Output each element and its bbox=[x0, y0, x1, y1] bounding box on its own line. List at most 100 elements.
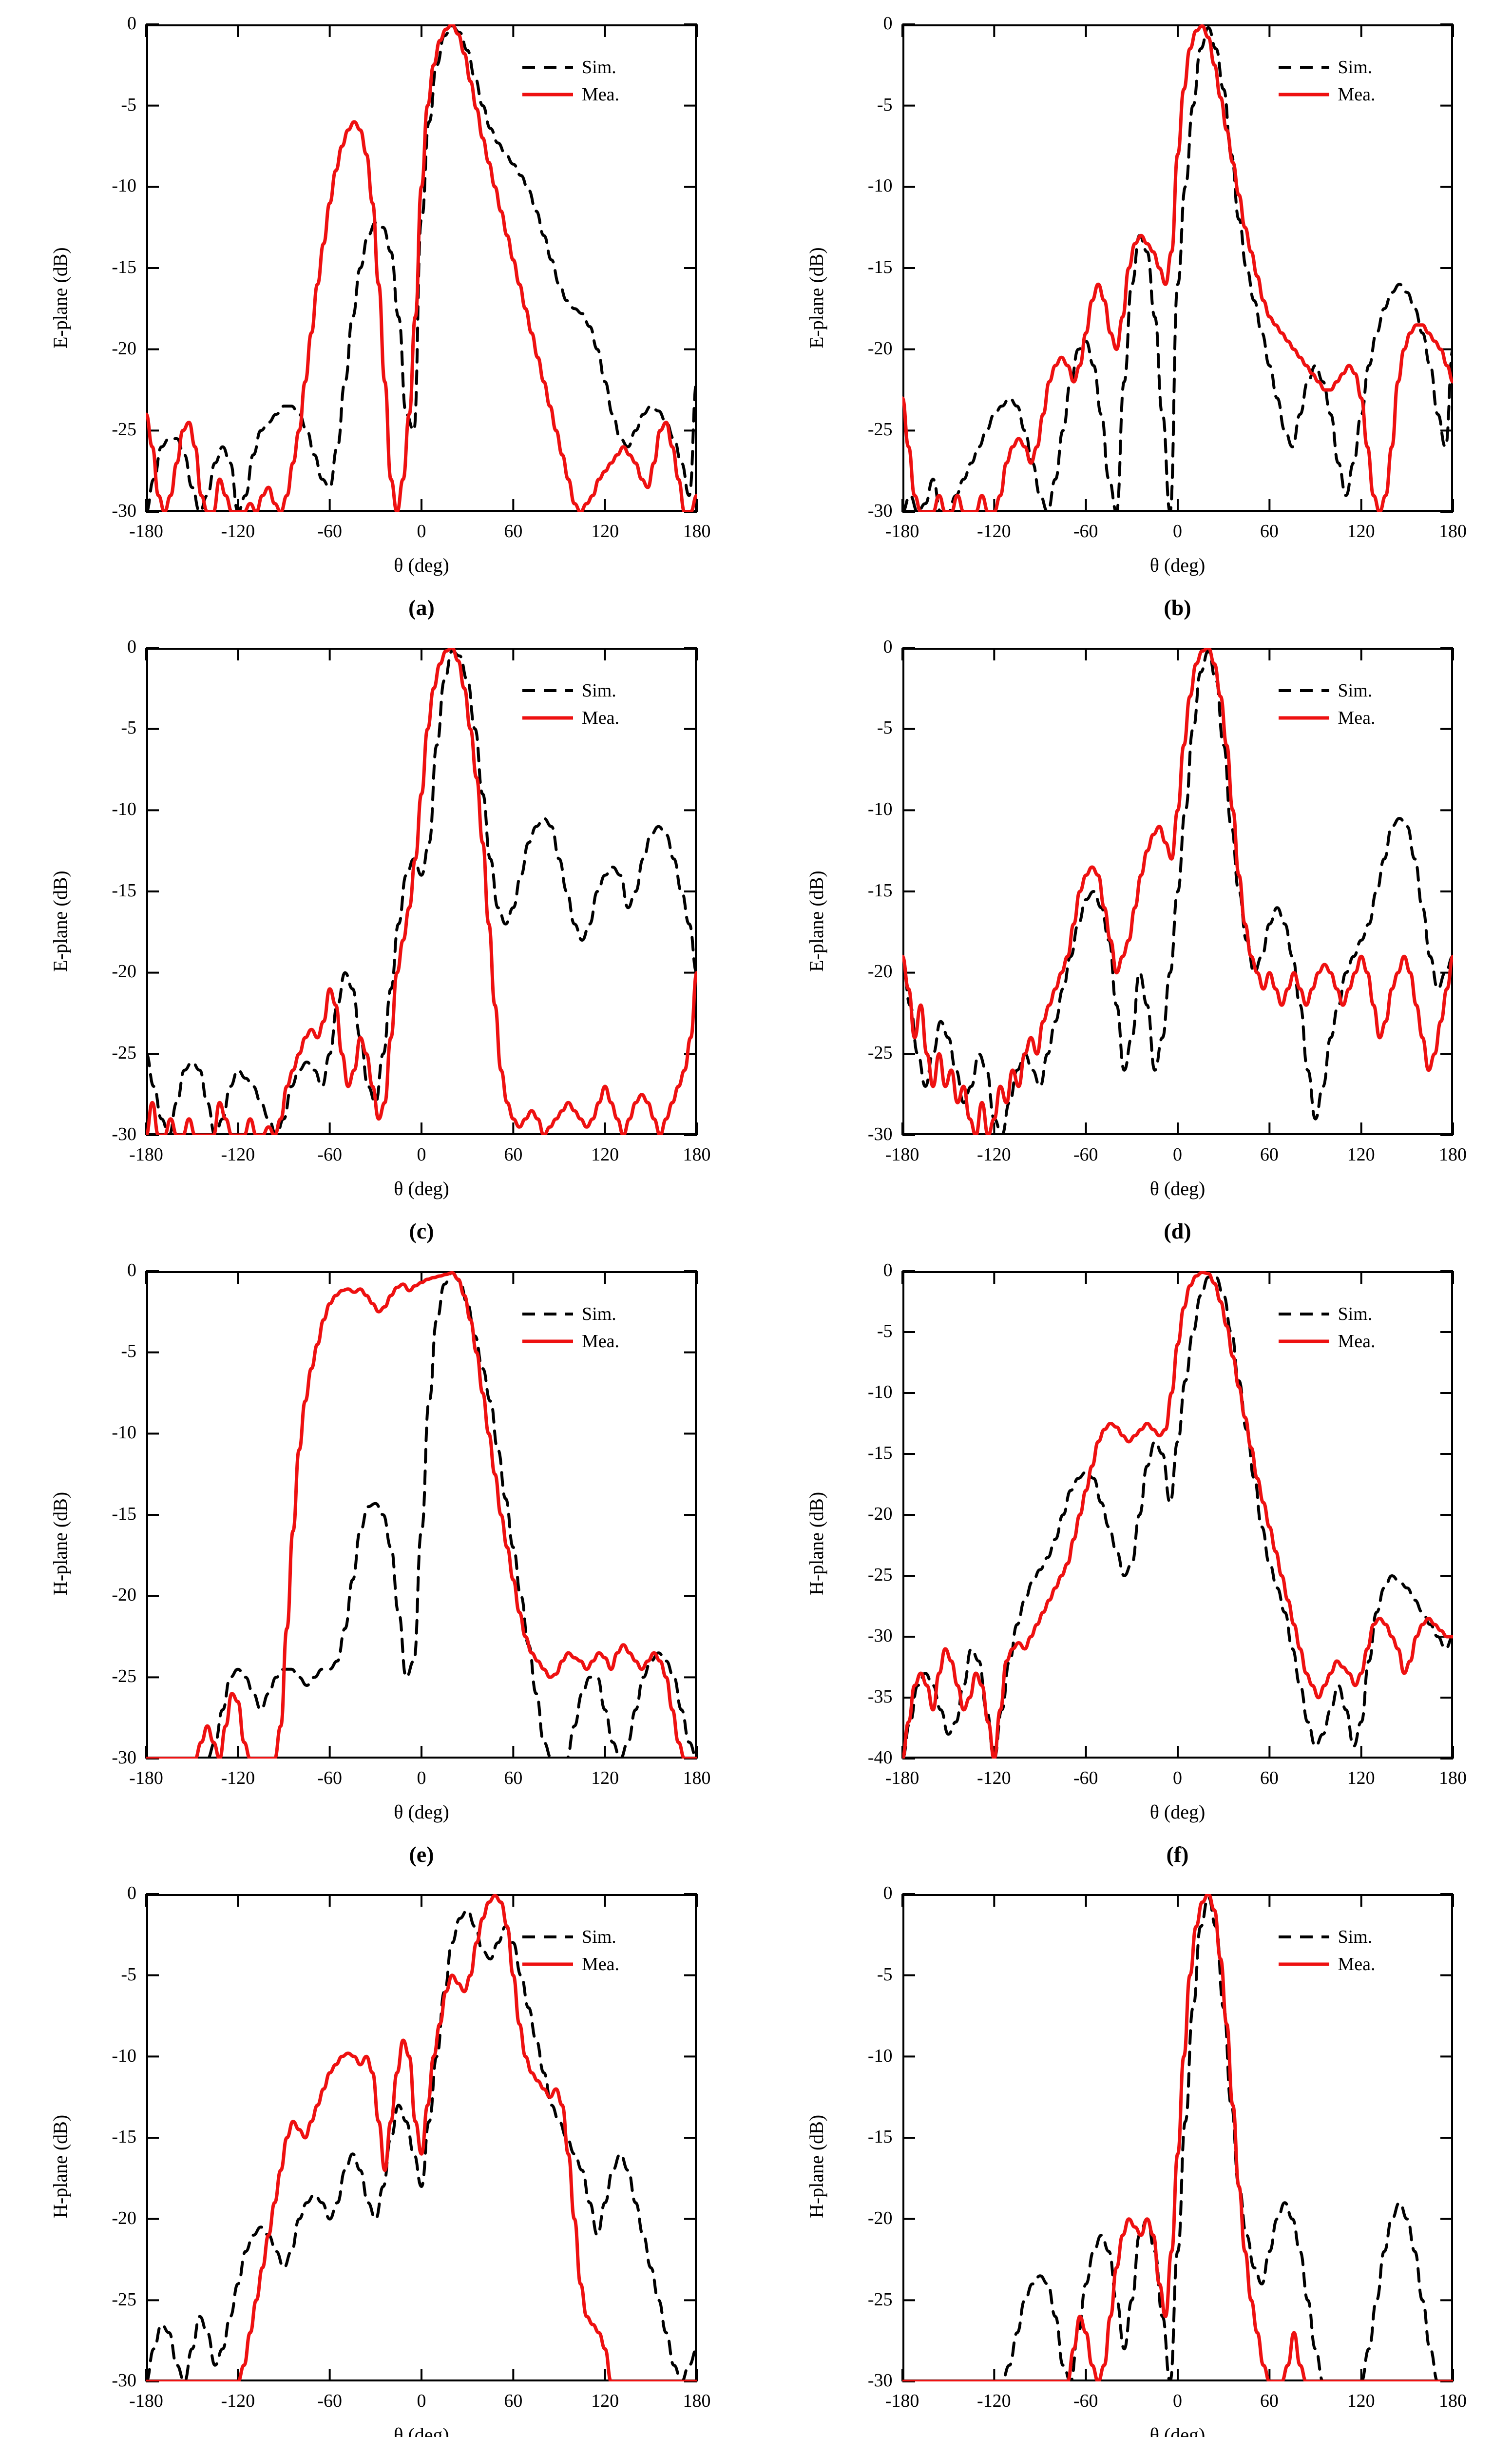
legend-label-sim: Sim. bbox=[1338, 680, 1373, 701]
panel-caption: (f) bbox=[1166, 1841, 1189, 1867]
x-tick-label: 180 bbox=[1439, 1144, 1467, 1165]
x-tick-label: -180 bbox=[885, 521, 919, 542]
mea-curve bbox=[146, 647, 697, 1135]
legend-item-sim: Sim. bbox=[1278, 54, 1376, 81]
legend-label-mea: Mea. bbox=[582, 707, 620, 728]
x-tick-label: 180 bbox=[683, 521, 711, 542]
y-axis-label: H-plane (dB) bbox=[805, 1491, 827, 1595]
y-tick-label: 0 bbox=[127, 1883, 136, 1904]
x-tick-label: -120 bbox=[977, 521, 1011, 542]
y-tick-label: -10 bbox=[867, 175, 893, 196]
x-tick-label: -180 bbox=[129, 1767, 163, 1788]
y-tick-label: -25 bbox=[112, 419, 136, 440]
legend-label-mea: Mea. bbox=[1338, 1331, 1376, 1352]
chart-panel-b: 0 -5 -10 -15 -20 -25 -30 -180 -120 -60 0 60 120 180 θ … bbox=[756, 0, 1512, 623]
x-tick-label: 180 bbox=[1439, 1767, 1467, 1788]
x-tick-label: 60 bbox=[1260, 521, 1279, 542]
panel-caption: (a) bbox=[408, 595, 435, 620]
panel-caption: (e) bbox=[409, 1841, 434, 1867]
mea-curve bbox=[902, 1894, 1453, 2382]
y-tick-label: -30 bbox=[867, 1625, 893, 1646]
x-tick-label: -120 bbox=[977, 1767, 1011, 1788]
x-tick-label: 120 bbox=[1347, 1144, 1375, 1165]
panel-cell: 0 -5 -10 -15 -20 -25 -30 -180 -120 -60 0 60 120 180 θ … bbox=[756, 623, 1512, 1247]
chart-panel-a: 0 -5 -10 -15 -20 -25 -30 -180 -120 -60 0 60 120 180 θ … bbox=[0, 0, 756, 623]
y-tick-label: 0 bbox=[127, 636, 136, 657]
plot-frame bbox=[146, 24, 697, 512]
legend-item-mea: Mea. bbox=[1278, 1328, 1376, 1355]
y-tick-label: -30 bbox=[867, 2370, 893, 2391]
y-tick-label: 0 bbox=[883, 636, 893, 657]
y-tick-label: -10 bbox=[112, 1422, 136, 1443]
y-tick-label: -10 bbox=[112, 175, 136, 196]
y-tick-label: -35 bbox=[867, 1686, 893, 1707]
x-axis-label: θ (deg) bbox=[394, 1800, 449, 1823]
y-tick-label: -15 bbox=[867, 880, 893, 901]
plot-frame bbox=[146, 1271, 697, 1759]
legend-item-mea: Mea. bbox=[521, 1328, 619, 1355]
x-tick-label: -180 bbox=[885, 2391, 919, 2412]
legend-label-mea: Mea. bbox=[1338, 707, 1376, 728]
x-tick-label: -180 bbox=[129, 521, 163, 542]
y-tick-label: -5 bbox=[121, 717, 136, 738]
legend-item-sim: Sim. bbox=[521, 677, 619, 704]
y-tick-label: -15 bbox=[112, 1503, 136, 1524]
y-axis-label: H-plane (dB) bbox=[49, 2115, 71, 2219]
x-tick-label: 120 bbox=[591, 2391, 619, 2412]
mea-curve bbox=[146, 24, 697, 512]
y-tick-label: 0 bbox=[127, 1259, 136, 1280]
chart-panel-f: 0 -5 -10 -15 -20 -25 -30 -35 -40 -180 -120 -60 0 60 12… bbox=[756, 1247, 1512, 1870]
chart-panel-c: 0 -5 -10 -15 -20 -25 -30 -180 -120 -60 0 60 120 180 θ … bbox=[0, 623, 756, 1247]
y-tick-label: -5 bbox=[877, 1320, 893, 1341]
plot-frame bbox=[902, 1894, 1453, 2382]
y-axis-label: E-plane (dB) bbox=[805, 247, 827, 348]
x-tick-label: 0 bbox=[417, 1767, 426, 1788]
x-tick-label: -120 bbox=[221, 2391, 255, 2412]
x-tick-label: -180 bbox=[129, 2391, 163, 2412]
sim-curve bbox=[146, 1909, 697, 2382]
y-tick-label: -30 bbox=[112, 2370, 136, 2391]
y-tick-label: -30 bbox=[112, 1747, 136, 1768]
x-tick-label: -120 bbox=[221, 1767, 255, 1788]
y-tick-label: -25 bbox=[112, 1665, 136, 1686]
y-tick-label: -40 bbox=[867, 1747, 893, 1768]
y-tick-label: -25 bbox=[867, 419, 893, 440]
legend-item-sim: Sim. bbox=[521, 1300, 619, 1328]
x-tick-label: 0 bbox=[1173, 521, 1182, 542]
y-tick-label: -5 bbox=[121, 94, 136, 115]
y-tick-label: -20 bbox=[867, 1503, 893, 1524]
panel-cell: 0 -5 -10 -15 -20 -25 -30 -180 -120 -60 0 60 120 180 θ … bbox=[756, 0, 1512, 623]
y-tick-label: -10 bbox=[867, 1381, 893, 1402]
x-tick-label: 60 bbox=[504, 521, 523, 542]
legend: Sim. Mea. bbox=[521, 54, 619, 108]
x-tick-label: -180 bbox=[129, 1144, 163, 1165]
y-tick-label: -5 bbox=[877, 717, 893, 738]
y-tick-label: -20 bbox=[112, 1585, 136, 1605]
x-tick-label: 120 bbox=[1347, 1767, 1375, 1788]
legend: Sim. Mea. bbox=[1278, 1300, 1376, 1355]
x-tick-label: -120 bbox=[977, 2391, 1011, 2412]
sim-curve bbox=[146, 649, 697, 1135]
y-axis-label: E-plane (dB) bbox=[49, 247, 71, 348]
legend-item-mea: Mea. bbox=[1278, 1951, 1376, 1978]
sim-curve bbox=[902, 649, 1453, 1135]
y-tick-label: -30 bbox=[112, 1123, 136, 1144]
x-tick-label: 180 bbox=[1439, 521, 1467, 542]
x-tick-label: -120 bbox=[221, 521, 255, 542]
y-tick-label: -20 bbox=[112, 961, 136, 982]
legend-label-sim: Sim. bbox=[582, 1303, 616, 1324]
x-tick-label: -60 bbox=[1073, 1767, 1098, 1788]
y-tick-label: 0 bbox=[127, 13, 136, 34]
x-tick-label: -60 bbox=[317, 521, 342, 542]
sim-curve bbox=[902, 26, 1453, 512]
y-tick-label: -25 bbox=[112, 2289, 136, 2310]
legend: Sim. Mea. bbox=[1278, 1923, 1376, 1978]
legend-label-sim: Sim. bbox=[1338, 1303, 1373, 1324]
y-tick-label: -20 bbox=[112, 338, 136, 359]
x-tick-label: 180 bbox=[683, 1144, 711, 1165]
chart-panel-g: 0 -5 -10 -15 -20 -25 -30 -180 -120 -60 0 60 120 180 θ … bbox=[0, 1870, 756, 2437]
y-axis-label: H-plane (dB) bbox=[49, 1491, 71, 1595]
x-tick-label: -60 bbox=[317, 1144, 342, 1165]
y-tick-label: 0 bbox=[883, 1259, 893, 1280]
